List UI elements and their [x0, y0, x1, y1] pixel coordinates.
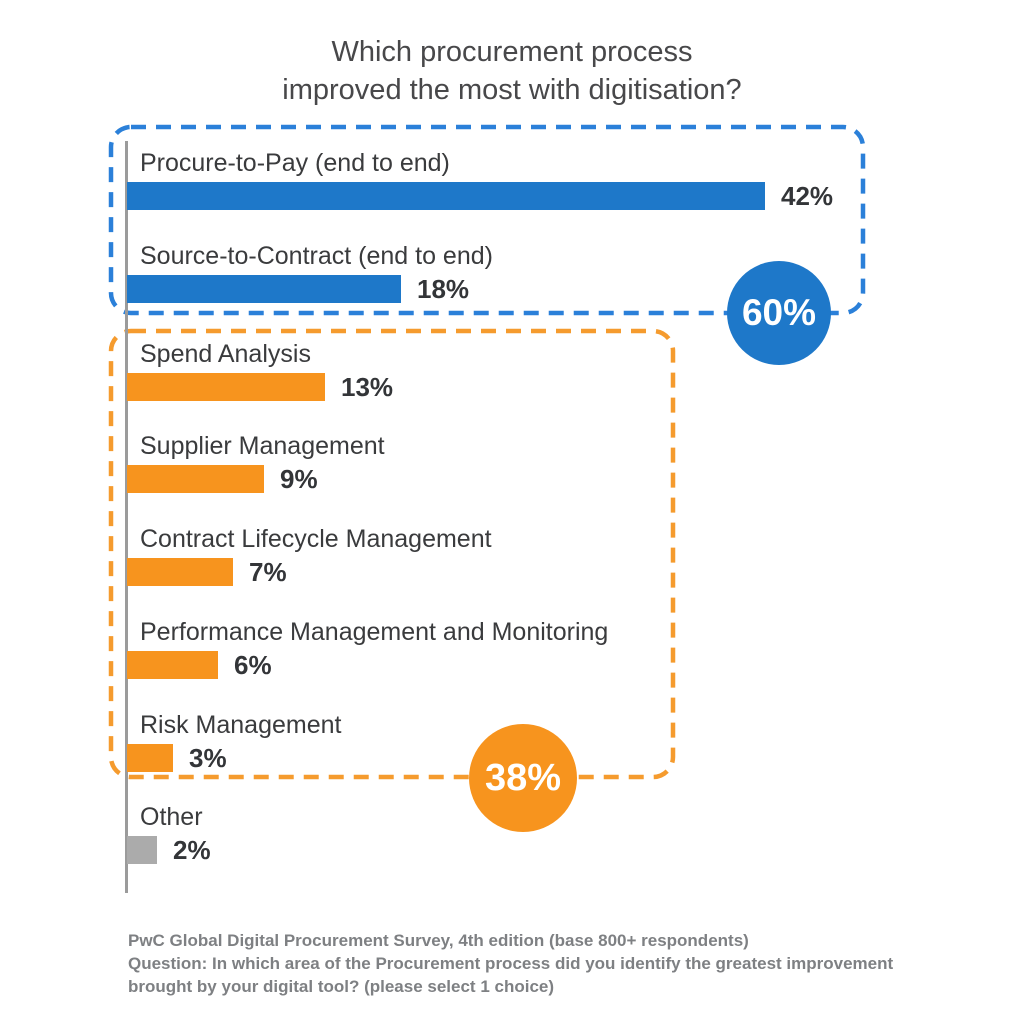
badge-end-to-end: 60%	[727, 261, 831, 365]
bar-label: Spend Analysis	[140, 340, 311, 368]
bar-row-risk-management: Risk Management 3%	[127, 710, 342, 773]
bar-label: Contract Lifecycle Management	[140, 525, 492, 553]
badge-end-to-end-label: 60%	[741, 292, 817, 333]
bar-value: 2%	[173, 834, 211, 865]
badge-point-solutions-label: 38%	[484, 756, 562, 799]
bar	[127, 836, 157, 864]
bar-value: 3%	[189, 742, 227, 773]
badge-point-solutions: 38%	[469, 724, 577, 832]
source-note: PwC Global Digital Procurement Survey, 4…	[128, 929, 893, 998]
bar-value: 18%	[417, 273, 470, 304]
chart-title-line2: improved the most with digitisation?	[282, 74, 742, 106]
bar-row-other: Other 2%	[127, 802, 211, 865]
source-note-line2: Question: In which area of the Procureme…	[128, 954, 894, 973]
bar-value: 6%	[234, 649, 272, 680]
bar-value: 42%	[781, 180, 834, 211]
bar-row-source-to-contract: Source-to-Contract (end to end) 18%	[127, 241, 493, 304]
bar	[127, 558, 233, 586]
y-axis-line	[125, 141, 128, 893]
bar	[127, 651, 218, 679]
source-note-line1: PwC Global Digital Procurement Survey, 4…	[128, 931, 749, 950]
bar-label: Source-to-Contract (end to end)	[140, 242, 493, 270]
bar	[127, 373, 325, 401]
bar	[127, 275, 401, 303]
bar-row-spend-analysis: Spend Analysis 13%	[127, 339, 394, 402]
bar-value: 7%	[249, 556, 287, 587]
bar-row-performance-management: Performance Management and Monitoring 6%	[127, 617, 609, 680]
bar-row-contract-lifecycle-management: Contract Lifecycle Management 7%	[127, 524, 492, 587]
bar-row-supplier-management: Supplier Management 9%	[127, 431, 385, 494]
bar-value: 9%	[280, 463, 318, 494]
bar	[127, 182, 765, 210]
chart-title-line1: Which procurement process	[331, 36, 693, 68]
chart-title: Which procurement process improved the m…	[0, 33, 1024, 109]
bar-label: Performance Management and Monitoring	[140, 618, 609, 646]
bar	[127, 744, 173, 772]
group-box-end-to-end	[108, 124, 866, 316]
bar-label: Supplier Management	[140, 432, 385, 460]
bar-label: Other	[140, 803, 203, 831]
bar-label: Risk Management	[140, 711, 342, 739]
bar-label: Procure-to-Pay (end to end)	[140, 149, 450, 177]
group-box-point-solutions	[108, 328, 676, 780]
bar-row-procure-to-pay: Procure-to-Pay (end to end) 42%	[127, 148, 834, 211]
bar-value: 13%	[341, 371, 394, 402]
source-note-line3: brought by your digital tool? (please se…	[128, 977, 555, 996]
bar	[127, 465, 264, 493]
